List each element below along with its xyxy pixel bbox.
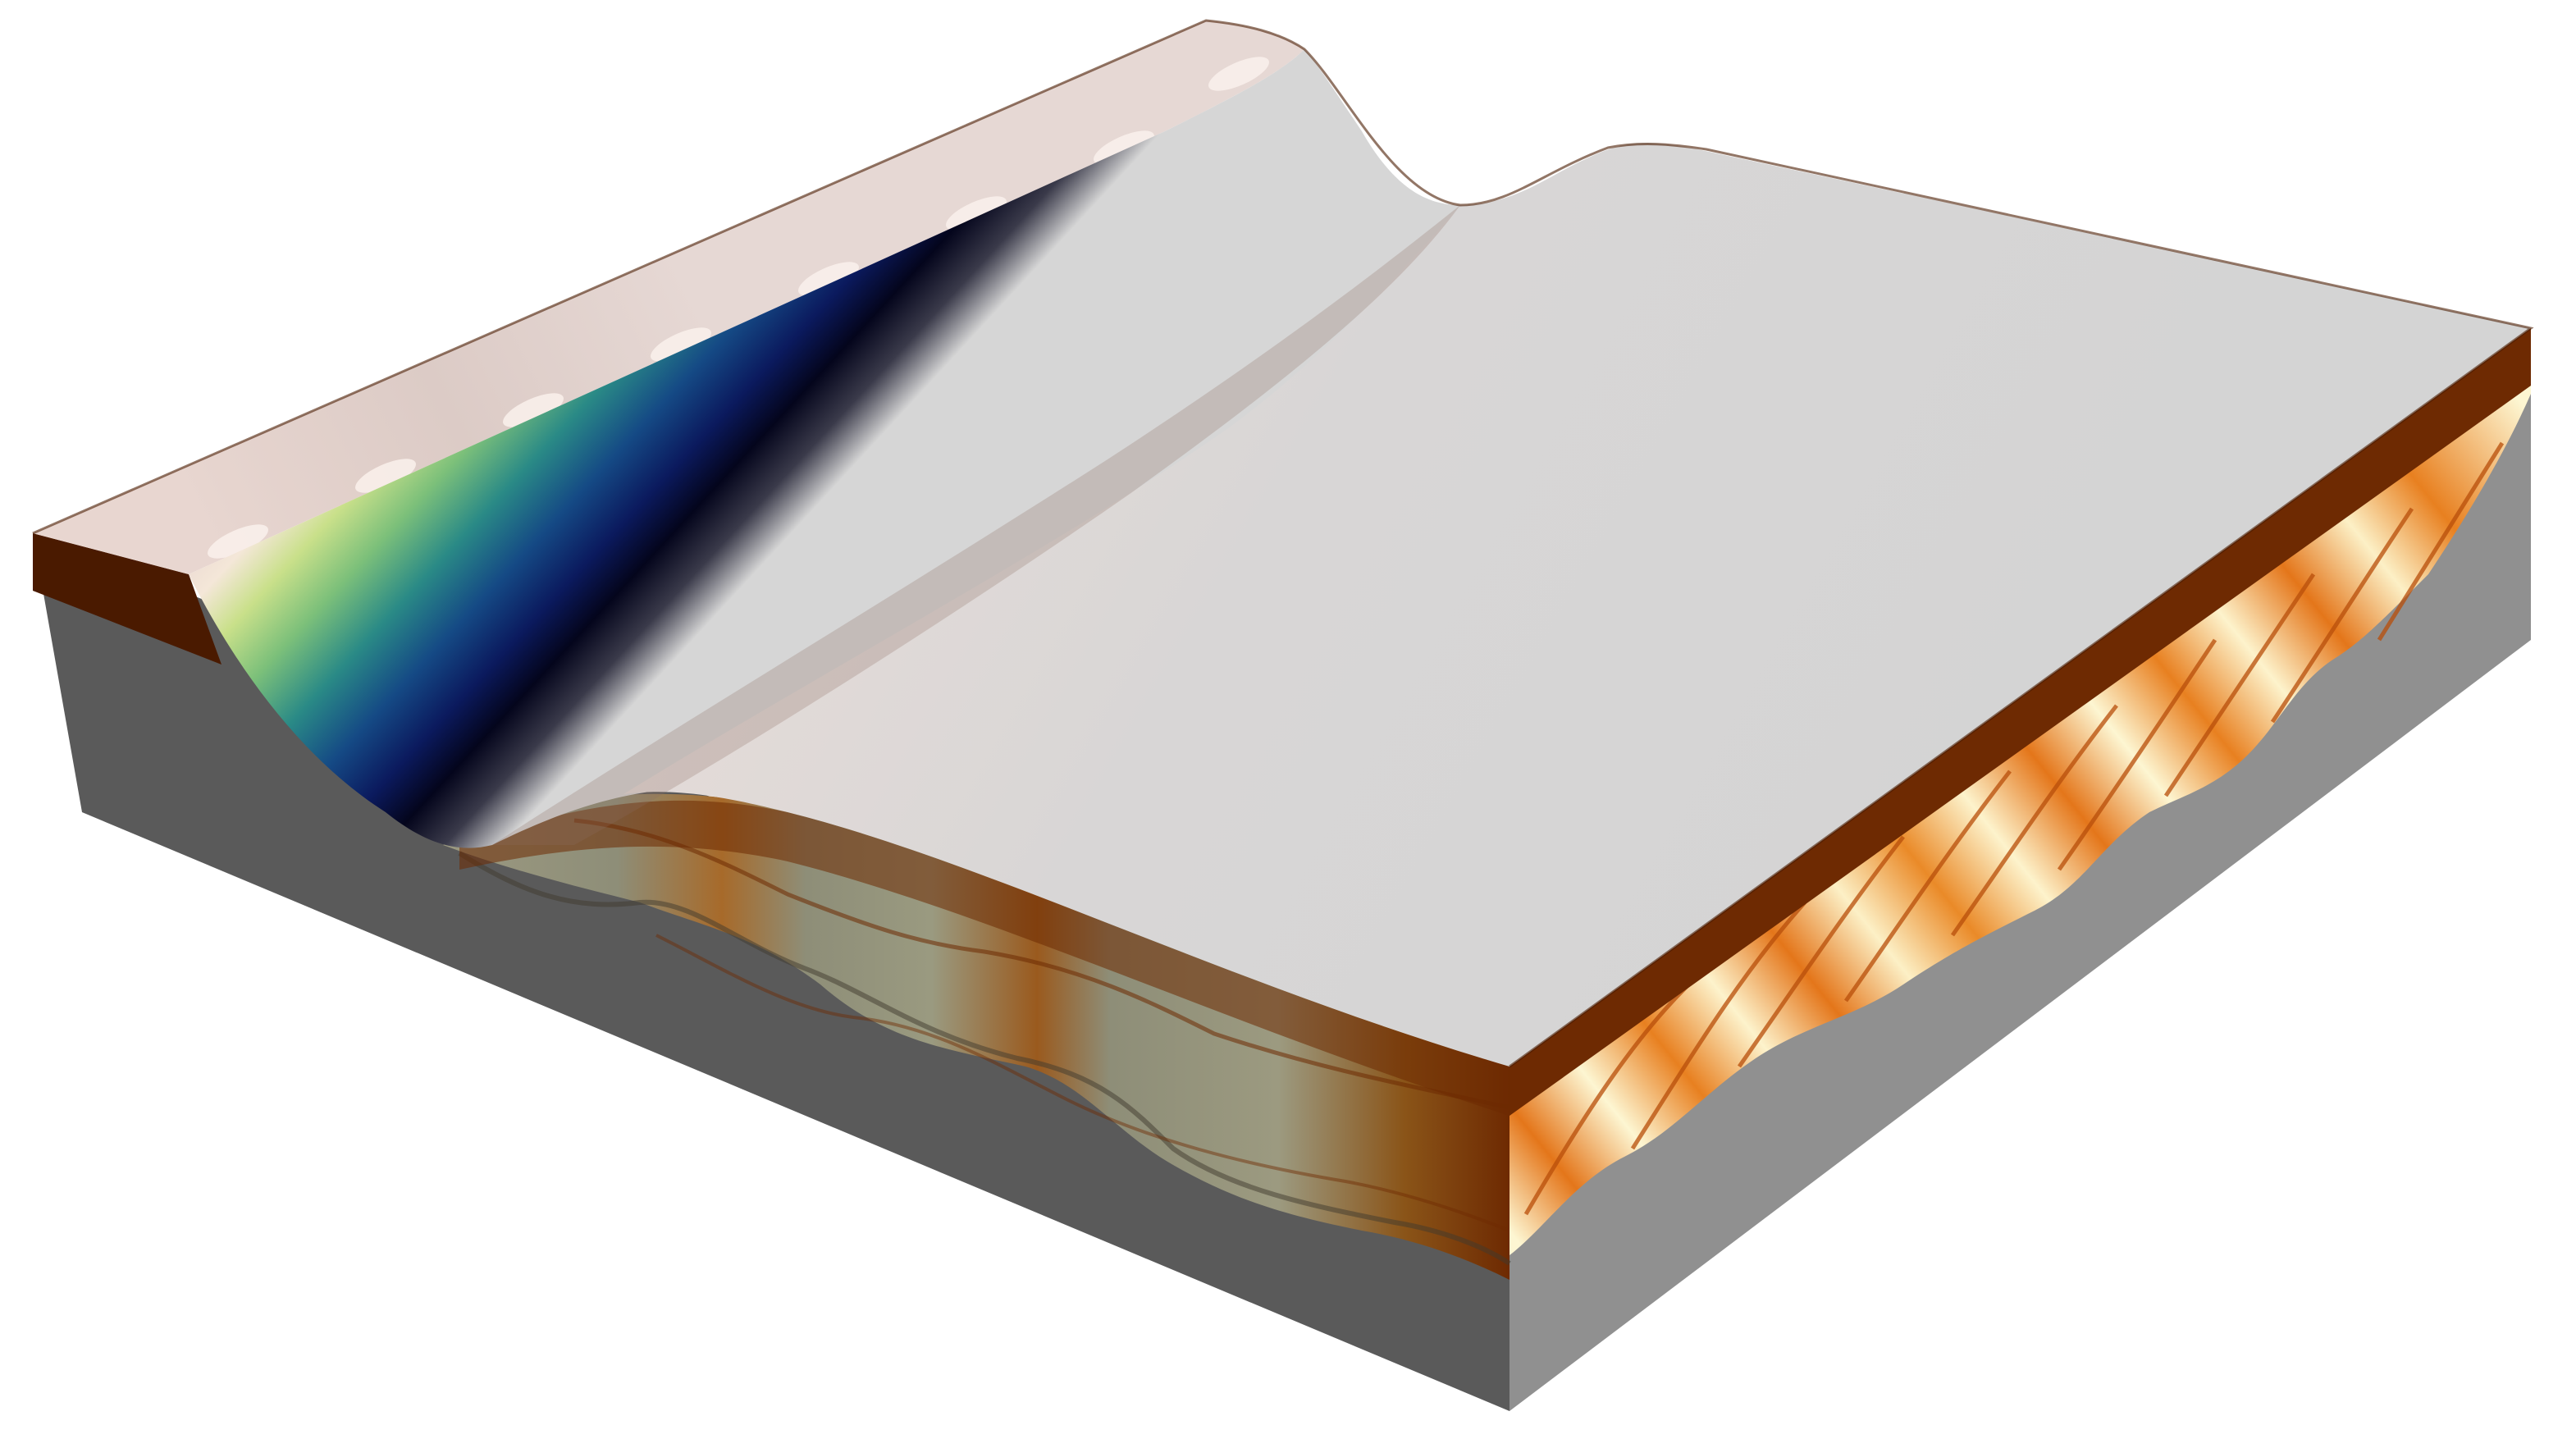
channel-valley <box>189 49 1600 848</box>
left-ridge-terrace <box>33 21 1304 574</box>
front-top-strip <box>33 533 222 665</box>
front-scour-line-3 <box>655 934 1510 1232</box>
top-plain <box>623 143 2531 1067</box>
front-scour-line-2 <box>573 818 1510 1110</box>
front-edge-brown <box>459 800 1510 1116</box>
front-sediment-layers <box>443 793 1510 1280</box>
right-top-strip <box>1510 328 2531 1116</box>
ridge-highlights <box>208 57 1269 559</box>
front-scour-line-1 <box>458 851 1511 1266</box>
right-foreset-lines <box>1523 441 2505 1216</box>
top-outline <box>32 19 2534 1068</box>
